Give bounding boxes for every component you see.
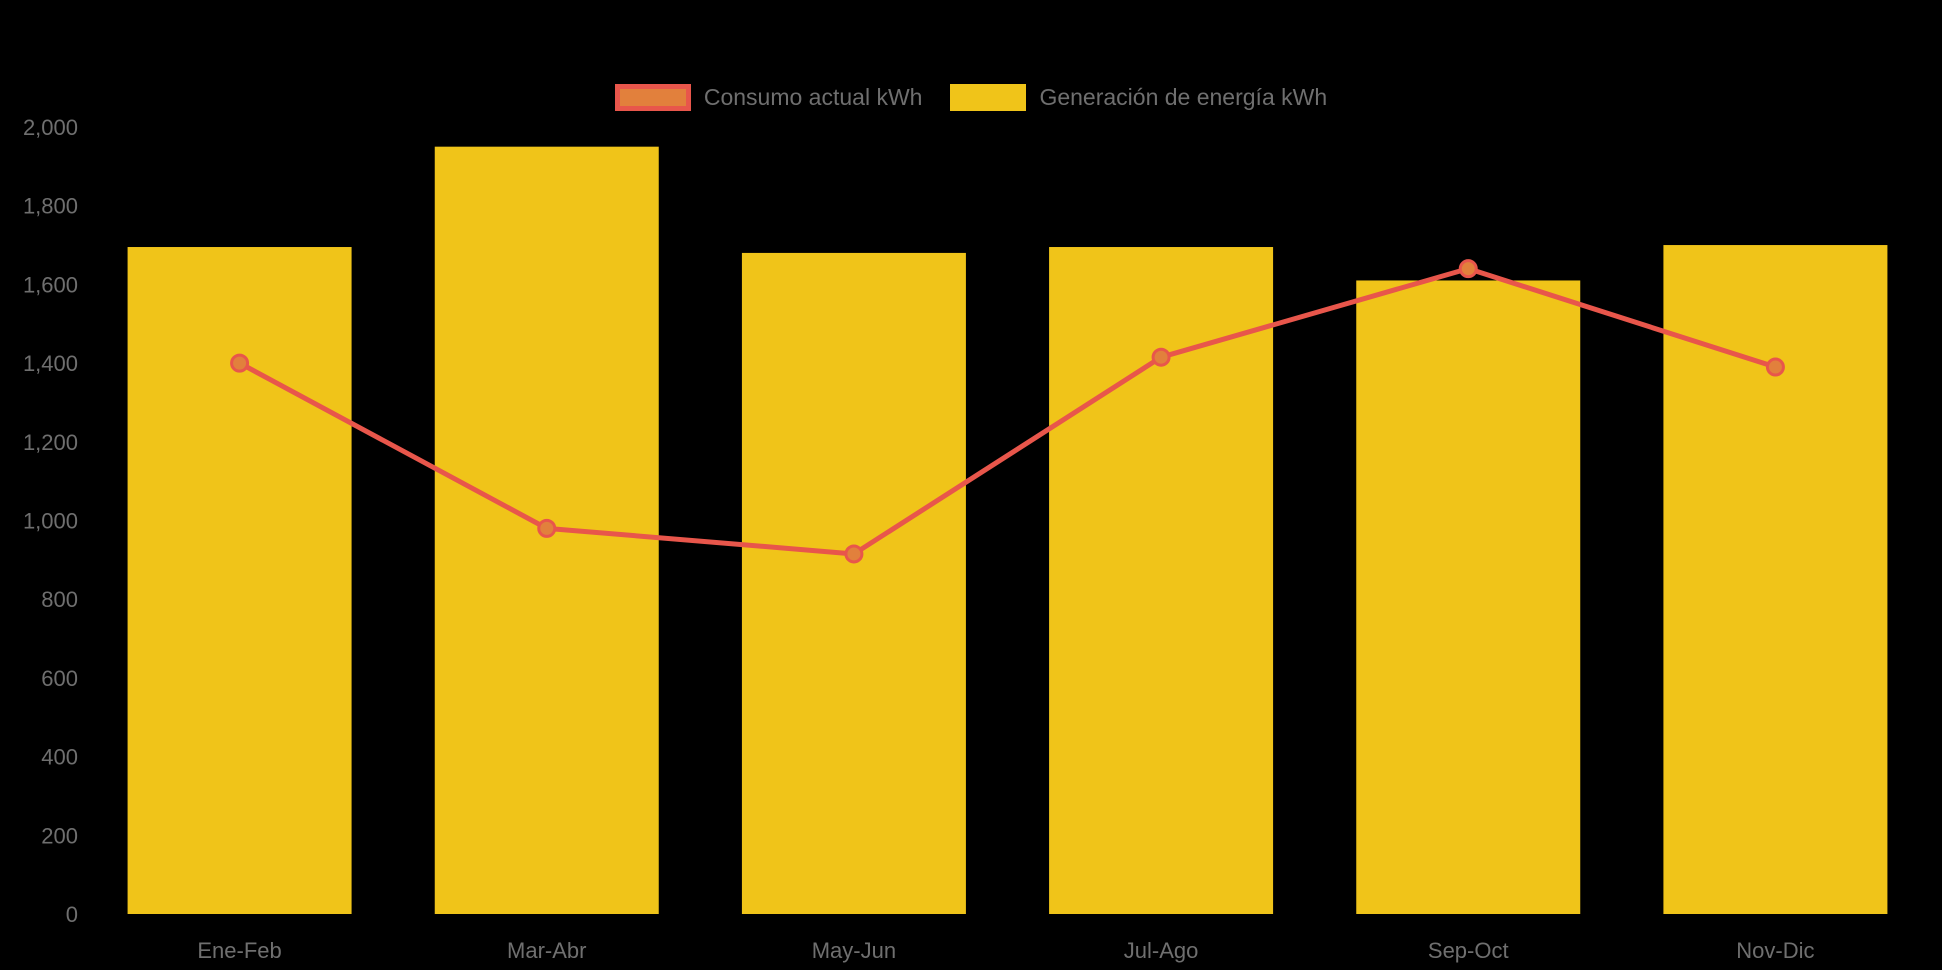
- x-axis-label: Nov-Dic: [1736, 938, 1814, 963]
- x-axis-label: Jul-Ago: [1124, 938, 1199, 963]
- legend-swatch-generacion-icon: [950, 84, 1027, 111]
- y-axis-tick-label: 1,800: [23, 194, 78, 219]
- y-axis-tick-label: 800: [41, 587, 78, 612]
- bar-generacion: [127, 247, 352, 914]
- line-point: [1151, 347, 1171, 367]
- line-point: [230, 353, 250, 373]
- bar-generacion: [1049, 247, 1274, 914]
- bar-generacion: [1356, 280, 1581, 915]
- x-axis-label: Sep-Oct: [1428, 938, 1509, 963]
- line-point: [1765, 357, 1785, 377]
- y-axis-tick-label: 200: [41, 823, 78, 848]
- y-axis-tick-label: 1,000: [23, 509, 78, 534]
- y-axis-tick-label: 400: [41, 745, 78, 770]
- y-axis-tick-label: 600: [41, 666, 78, 691]
- x-axis-label: Mar-Abr: [507, 938, 586, 963]
- line-point: [537, 518, 557, 538]
- y-axis-tick-label: 2,000: [23, 115, 78, 140]
- line-point: [844, 544, 864, 564]
- legend-item-generacion: Generación de energía kWh: [950, 84, 1327, 111]
- bar-generacion: [1663, 245, 1888, 915]
- y-axis-tick-label: 1,400: [23, 351, 78, 376]
- line-point: [1458, 259, 1478, 279]
- legend-item-consumo: Consumo actual kWh: [614, 84, 923, 111]
- line-consumo: [237, 266, 1778, 557]
- x-axis-label: Ene-Feb: [197, 938, 281, 963]
- y-axis-tick-label: 0: [66, 902, 78, 927]
- legend-label-generacion: Generación de energía kWh: [1039, 84, 1328, 110]
- legend-swatch-consumo-icon: [614, 84, 691, 111]
- y-axis-tick-label: 1,600: [23, 272, 78, 297]
- legend-label-consumo: Consumo actual kWh: [703, 84, 923, 110]
- bar-generacion: [741, 252, 966, 915]
- y-axis-tick-label: 1,200: [23, 430, 78, 455]
- chart-legend: Consumo actual kWh Generación de energía…: [0, 84, 1942, 111]
- x-axis-label: May-Jun: [812, 938, 896, 963]
